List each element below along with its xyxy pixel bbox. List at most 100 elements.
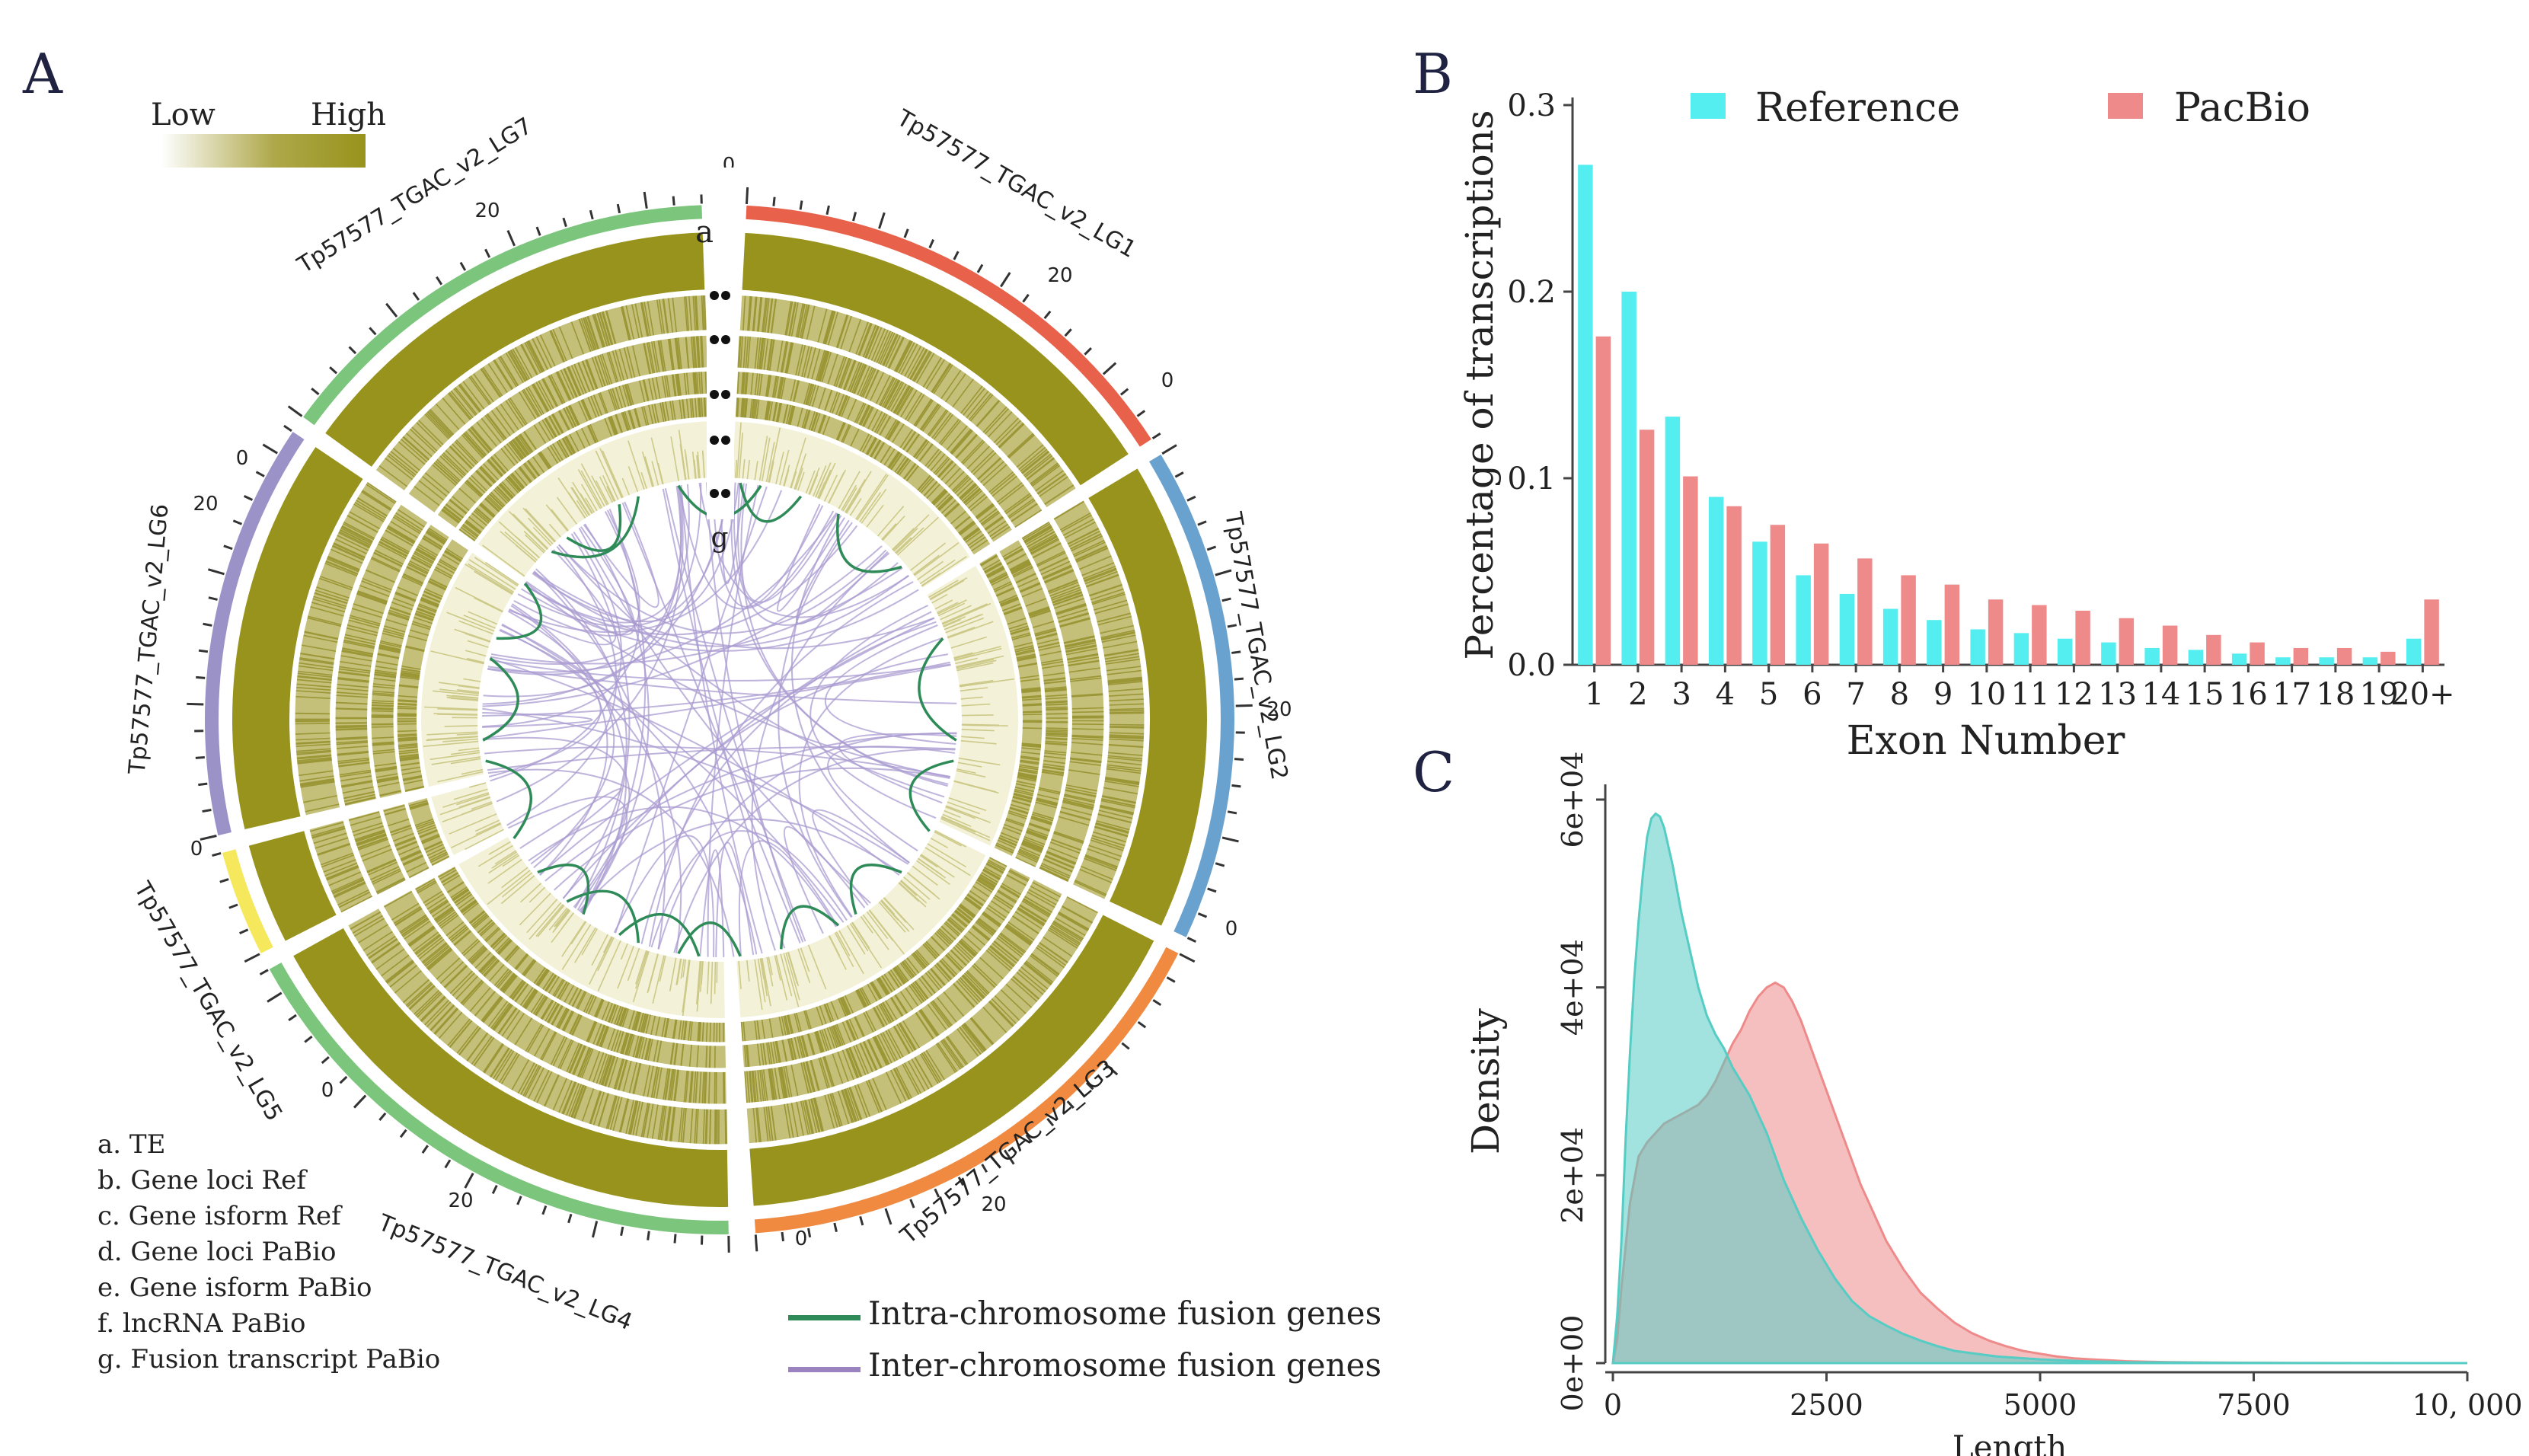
y-axis-title: Percentage of transcriptions	[1458, 110, 1502, 659]
tick-mark	[1186, 495, 1196, 502]
inter-link	[487, 666, 957, 704]
tick-label: 20	[1047, 264, 1072, 287]
tick-mark	[1179, 953, 1196, 963]
inter-link	[751, 552, 890, 951]
tick-mark	[981, 1164, 988, 1173]
tick-mark	[825, 205, 830, 216]
ring-legend-item: d. Gene loci PaBio	[97, 1237, 337, 1267]
ring-heat-bg	[375, 295, 707, 491]
tick-mark	[484, 248, 491, 258]
tick-mark	[562, 217, 567, 228]
inter-link	[544, 732, 957, 882]
intra-link	[849, 864, 902, 915]
tick-mark	[208, 596, 218, 601]
tick-mark	[198, 649, 209, 653]
y-tick-label: 0e+00	[1556, 1315, 1589, 1412]
tick-label: 20	[448, 1189, 473, 1212]
x-tick-label: 19	[2360, 677, 2399, 712]
tick-mark	[436, 276, 443, 286]
x-tick-label: 20+	[2390, 677, 2454, 712]
x-tick-label: 9	[1933, 677, 1953, 712]
tick-mark	[421, 1145, 429, 1154]
tick-mark	[647, 1231, 650, 1240]
ideogram-band	[269, 963, 729, 1235]
tick-mark	[203, 622, 212, 627]
tick-mark	[444, 1159, 452, 1169]
pacbio-bar	[2032, 605, 2047, 665]
intra-link	[551, 496, 640, 559]
pacbio-bar	[2424, 599, 2439, 665]
circos-plot: Tp57577_TGAC_v2_LG1 0 20 Tp57577_TGAC_v2_LG…	[123, 104, 1292, 1336]
intra-link	[908, 759, 954, 832]
inter-link	[570, 533, 631, 909]
tick-mark	[1084, 347, 1092, 356]
tick-mark	[219, 878, 229, 883]
chromosome-label: Tp57577_TGAC_v2_LG5	[129, 876, 288, 1126]
tick-mark	[378, 1112, 387, 1121]
tick-mark	[243, 494, 254, 501]
intra-link	[485, 759, 533, 840]
ring-heat-lines	[1001, 545, 1069, 868]
x-tick-label: 10, 000	[2412, 1388, 2522, 1422]
ring-gap: ag	[695, 168, 734, 554]
intra-link	[780, 905, 840, 950]
x-axis-title: Length	[1953, 1429, 2068, 1456]
tick-mark	[1046, 1117, 1055, 1127]
tick-mark	[196, 675, 206, 679]
ring-heat-lines	[752, 896, 1099, 1143]
tick-label: 0	[1225, 918, 1238, 940]
tick-mark	[412, 292, 420, 301]
y-tick-label: 2e+04	[1556, 1127, 1589, 1224]
ring-heat-lines	[414, 878, 716, 1069]
reference-bar	[1796, 575, 1811, 665]
tick-mark	[535, 226, 541, 236]
ring-legend-item: a. TE	[97, 1129, 166, 1160]
tick-mark	[288, 1014, 297, 1022]
tick-mark	[1151, 432, 1161, 439]
inter-link	[715, 841, 755, 957]
reference-bar	[1708, 497, 1724, 665]
ring-a-te	[1088, 468, 1208, 926]
ring-heat-lines	[743, 869, 1030, 1068]
inter-link	[707, 484, 759, 957]
tick-mark	[1161, 444, 1177, 455]
tick-mark	[1003, 1149, 1015, 1165]
inter-link	[483, 486, 682, 698]
inter-link	[482, 545, 883, 707]
pacbio-bar	[1683, 476, 1698, 665]
ring-a-te	[248, 831, 337, 941]
tick-mark	[1227, 624, 1237, 628]
pacbio-bar	[2336, 647, 2352, 665]
inter-link	[698, 482, 909, 618]
intra-link	[618, 913, 701, 957]
ring-heat-bg	[736, 371, 1013, 542]
reference-bar	[1621, 292, 1637, 665]
tick-mark	[1215, 862, 1225, 867]
ring-heat-bg	[458, 837, 725, 1019]
tick-mark	[1066, 1100, 1075, 1109]
intra-legend-swatch	[788, 1315, 861, 1320]
reference-bar	[2406, 638, 2422, 665]
tick-mark	[369, 327, 377, 336]
ring-heat-lines	[744, 881, 1062, 1103]
panel-label-b: B	[1413, 42, 1453, 106]
tick-mark	[1227, 810, 1237, 815]
inter-legend-label: Inter-chromosome fusion genes	[868, 1346, 1382, 1384]
tick-mark	[232, 519, 243, 525]
x-tick-label: 10	[1967, 677, 2006, 712]
tick-mark	[799, 200, 803, 210]
ring-heat-lines	[736, 371, 1011, 540]
y-tick-label: 6e+04	[1556, 752, 1589, 848]
pacbio-bar	[1726, 506, 1742, 665]
ring-heat-bg	[736, 829, 986, 1018]
chromosome-label: Tp57577_TGAC_v2_LG6	[123, 503, 174, 776]
gap-dot	[721, 489, 730, 498]
intra-link	[739, 482, 803, 523]
inter-link	[678, 485, 835, 610]
pacbio-bar	[2119, 618, 2135, 665]
inter-link	[525, 582, 950, 778]
tick-mark	[643, 191, 648, 209]
chromosome-label: Tp57577_TGAC_v2_LG1	[892, 104, 1141, 263]
ring-a-te	[293, 928, 729, 1207]
tick-mark	[1174, 471, 1184, 478]
